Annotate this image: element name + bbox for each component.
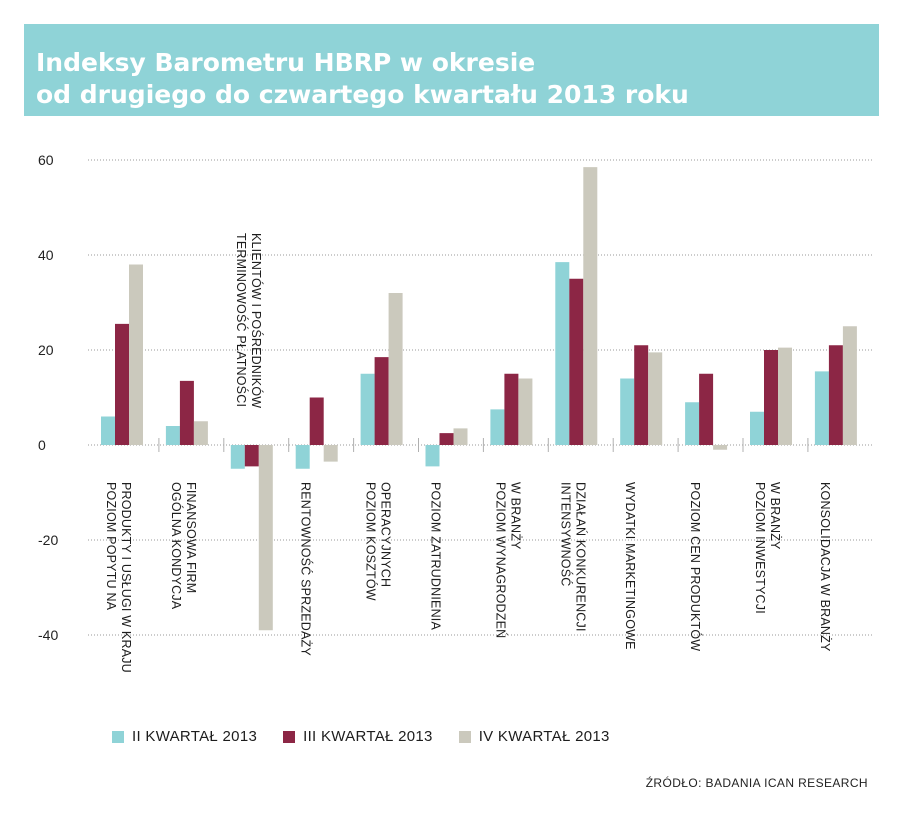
legend-swatch-q2 xyxy=(112,730,124,743)
category-label: WYDATKI MARKETINGOWE xyxy=(623,482,637,650)
category-label: POZIOM ZATRUDNIENIA xyxy=(429,482,443,630)
category-label: OPERACYJNYCH xyxy=(379,482,393,587)
legend-label-q2: II KWARTAŁ 2013 xyxy=(132,728,258,745)
chart-title-line-2: od drugiego do czwartego kwartału 2013 r… xyxy=(36,80,689,109)
bar-s2-c11 xyxy=(750,411,764,445)
bar-s2-c1 xyxy=(101,416,115,445)
category-label: PRODUKTY I USŁUGI W KRAJU xyxy=(119,482,133,673)
bar-s4-c5 xyxy=(388,293,403,445)
bar-chart: 60 40 20 0 -20 -40 POZIOM POPYTU NA PRODUKTY I … xyxy=(38,152,872,673)
bar-s2-c8 xyxy=(555,262,570,445)
bar-s2-c5 xyxy=(360,373,375,445)
category-label: RENTOWNOŚĆ SPRZEDAŻY xyxy=(299,482,314,656)
bar-s3-c7 xyxy=(504,373,519,445)
bar-s2-c6 xyxy=(425,445,440,467)
bar-s4-c1 xyxy=(129,264,143,445)
title-banner: Indeksy Barometru HBRP w okresie od drug… xyxy=(24,24,879,116)
category-label: POZIOM INWESTYCJI xyxy=(753,482,767,614)
bar-s2-c3 xyxy=(230,445,245,469)
bar-s2-c2 xyxy=(165,426,180,445)
y-tick-label: 20 xyxy=(38,342,54,358)
category-label: INTENSYWNOŚĆ xyxy=(558,482,573,587)
bar-s3-c10 xyxy=(699,373,714,445)
bar-s3-c12 xyxy=(828,345,843,445)
bar-s4-c9 xyxy=(648,352,663,445)
legend-swatch-q3 xyxy=(283,730,296,743)
bar-s4-c10 xyxy=(713,445,728,450)
legend-label-q4: IV KWARTAŁ 2013 xyxy=(478,728,610,745)
legend-item-q3: III KWARTAŁ 2013 xyxy=(283,728,433,745)
legend: II KWARTAŁ 2013 III KWARTAŁ 2013 IV KWAR… xyxy=(112,728,636,745)
y-tick-label: -20 xyxy=(38,532,58,548)
category-label: POZIOM POPYTU NA xyxy=(104,482,118,611)
category-label: POZIOM CEN PRODUKTÓW xyxy=(688,482,703,651)
bar-s4-c6 xyxy=(453,428,468,445)
bar-s2-c4 xyxy=(295,445,310,469)
bar-s3-c4 xyxy=(309,397,324,445)
category-label: POZIOM KOSZTÓW xyxy=(364,482,379,601)
category-label: DZIAŁAŃ KONKURENCJI xyxy=(573,482,588,632)
source-note: ŹRÓDŁO: BADANIA ICAN RESEARCH xyxy=(645,776,868,790)
legend-item-q2: II KWARTAŁ 2013 xyxy=(112,728,257,745)
bar-s2-c9 xyxy=(620,378,635,445)
bar-s3-c2 xyxy=(179,380,194,445)
bar-s4-c11 xyxy=(778,347,792,445)
category-label: KONSOLIDACJA W BRANŻY xyxy=(818,482,832,652)
bar-s2-c7 xyxy=(490,409,505,445)
chart-title-line-1: Indeksy Barometru HBRP w okresie xyxy=(36,48,536,77)
category-label: TERMINOWOŚĆ PŁATNOŚCI xyxy=(234,233,249,407)
bar-s3-c1 xyxy=(115,323,129,445)
bar-s3-c6 xyxy=(439,433,454,445)
category-label: OGÓLNA KONDYCJA xyxy=(169,482,184,610)
category-label: POZIOM WYNAGRODZEŃ xyxy=(493,482,508,638)
bar-s4-c7 xyxy=(518,378,533,445)
bar-s4-c8 xyxy=(583,167,598,445)
bar-s2-c10 xyxy=(685,402,700,445)
y-tick-label: 60 xyxy=(38,152,54,168)
bar-s3-c3 xyxy=(244,445,259,467)
category-label: FINANSOWA FIRM xyxy=(184,482,198,593)
bar-s4-c12 xyxy=(842,326,857,445)
bar-s2-c12 xyxy=(814,371,829,445)
legend-swatch-q4 xyxy=(458,730,471,743)
bar-s4-c4 xyxy=(323,445,338,462)
bar-s3-c5 xyxy=(374,357,389,445)
bar-s3-c9 xyxy=(634,345,649,445)
category-label: W BRANŻY xyxy=(768,482,782,550)
legend-label-q3: III KWARTAŁ 2013 xyxy=(303,728,433,745)
bar-s4-c2 xyxy=(193,421,208,445)
y-tick-label: 0 xyxy=(38,437,46,453)
category-label: KLIENTÓW I POŚREDNIKÓW xyxy=(249,233,264,408)
y-tick-label: 40 xyxy=(38,247,54,263)
bar-s3-c8 xyxy=(569,278,584,445)
legend-item-q4: IV KWARTAŁ 2013 xyxy=(458,728,610,745)
category-label: W BRANŻY xyxy=(508,482,522,550)
y-tick-label: -40 xyxy=(38,627,58,643)
bar-s4-c3 xyxy=(258,445,273,631)
bar-s3-c11 xyxy=(764,350,778,445)
